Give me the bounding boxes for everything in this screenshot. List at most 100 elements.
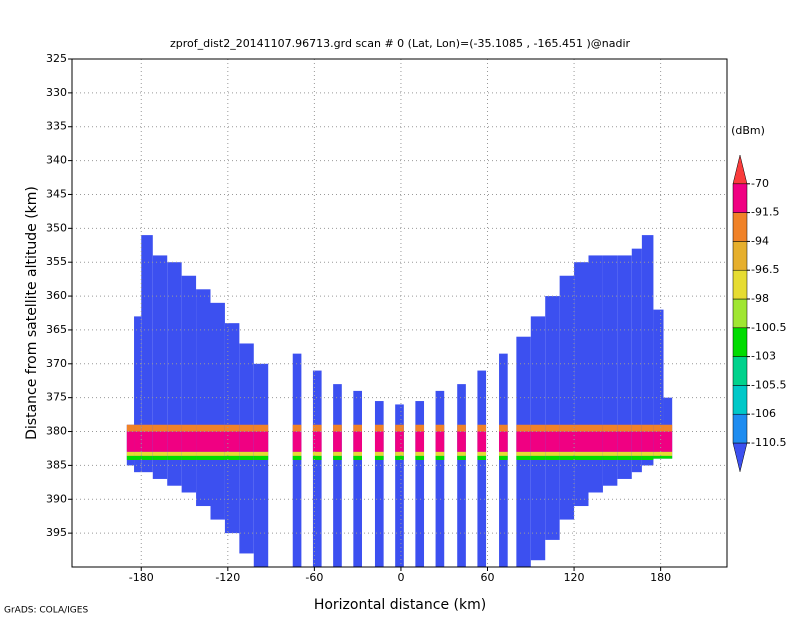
field-band [353,455,362,460]
field-band [181,424,197,432]
field-column [181,275,197,493]
field-column [617,255,632,479]
field-band [224,431,240,452]
colorbar-label: -91.5 [751,206,779,219]
field-band [181,431,197,452]
colorbar-label: -70 [751,177,769,190]
field-band [224,455,240,460]
field-band [545,455,560,460]
field-column [353,390,362,567]
field-band [663,431,673,452]
y-tick-label: 380 [46,425,67,438]
field-band [374,451,384,456]
x-tick-label: -180 [129,571,154,584]
field-band [292,451,302,456]
field-band [574,424,589,432]
field-band [134,424,142,432]
field-band [292,431,302,452]
field-band [141,431,153,452]
field-band [663,455,673,459]
field-band [312,451,322,456]
field-band [196,431,211,452]
field-column [559,275,575,520]
field-band [333,431,342,452]
field-band [152,424,168,432]
field-band [134,455,142,460]
field-band [516,424,531,432]
field-band [292,424,302,432]
field-column [545,296,560,540]
field-column [292,353,302,567]
field-band [617,455,632,460]
x-tick-label: 120 [564,571,585,584]
field-band [530,424,546,432]
field-band [653,455,664,459]
field-band [353,451,362,456]
field-band [239,431,254,452]
field-band [196,451,211,456]
field-band [588,451,603,456]
field-band [574,431,589,452]
field-band [545,431,560,452]
field-column [152,255,168,479]
colorbar-tip [732,442,748,472]
field-column [435,390,445,567]
plot-frame [71,58,728,568]
field-band [530,431,546,452]
field-band [196,424,211,432]
field-band [353,431,362,452]
x-axis-label: Horizontal distance (km) [314,597,486,613]
field-band [312,431,322,452]
field-band [415,431,425,452]
colorbar-cell [732,298,748,329]
y-tick-label: 335 [46,120,67,133]
y-tick-label: 325 [46,52,67,65]
y-tick-label: 340 [46,154,67,167]
field-band [559,424,575,432]
field-band [641,424,654,432]
colorbar-cell [732,269,748,300]
footer: GrADS: COLA/IGES [4,606,88,616]
field-band [663,451,673,456]
colorbar-label: -103 [751,350,776,363]
y-tick-label: 355 [46,255,67,268]
field-band [395,455,404,460]
field-column [333,384,342,567]
field-band [152,455,168,460]
y-tick-label: 350 [46,221,67,234]
colorbar-label: -96.5 [751,263,779,276]
field-band [253,424,269,432]
y-tick-label: 365 [46,323,67,336]
field-band [588,455,603,460]
field-band [653,424,664,432]
field-band [210,455,225,460]
field-band [574,455,589,460]
field-band [395,451,404,456]
field-band [167,455,182,460]
field-band [435,424,445,432]
colorbar-label: -105.5 [751,378,786,391]
field-band [602,431,618,452]
field-band [239,455,254,460]
field-band [312,455,322,460]
field-band [516,431,531,452]
field-band [239,451,254,456]
field-band [602,424,618,432]
field-band [588,424,603,432]
field-band [152,451,168,456]
field-band [516,451,531,456]
field-band [253,431,269,452]
field-column [631,248,642,473]
field-band [477,451,487,456]
field-band [653,451,664,456]
x-tick-label: -120 [215,571,240,584]
field-band [641,455,654,460]
field-band [152,431,168,452]
field-band [374,455,384,460]
field-band [602,451,618,456]
field-band [457,431,466,452]
field-band [253,455,269,460]
colorbar-cell [732,413,748,444]
field-band [353,424,362,432]
